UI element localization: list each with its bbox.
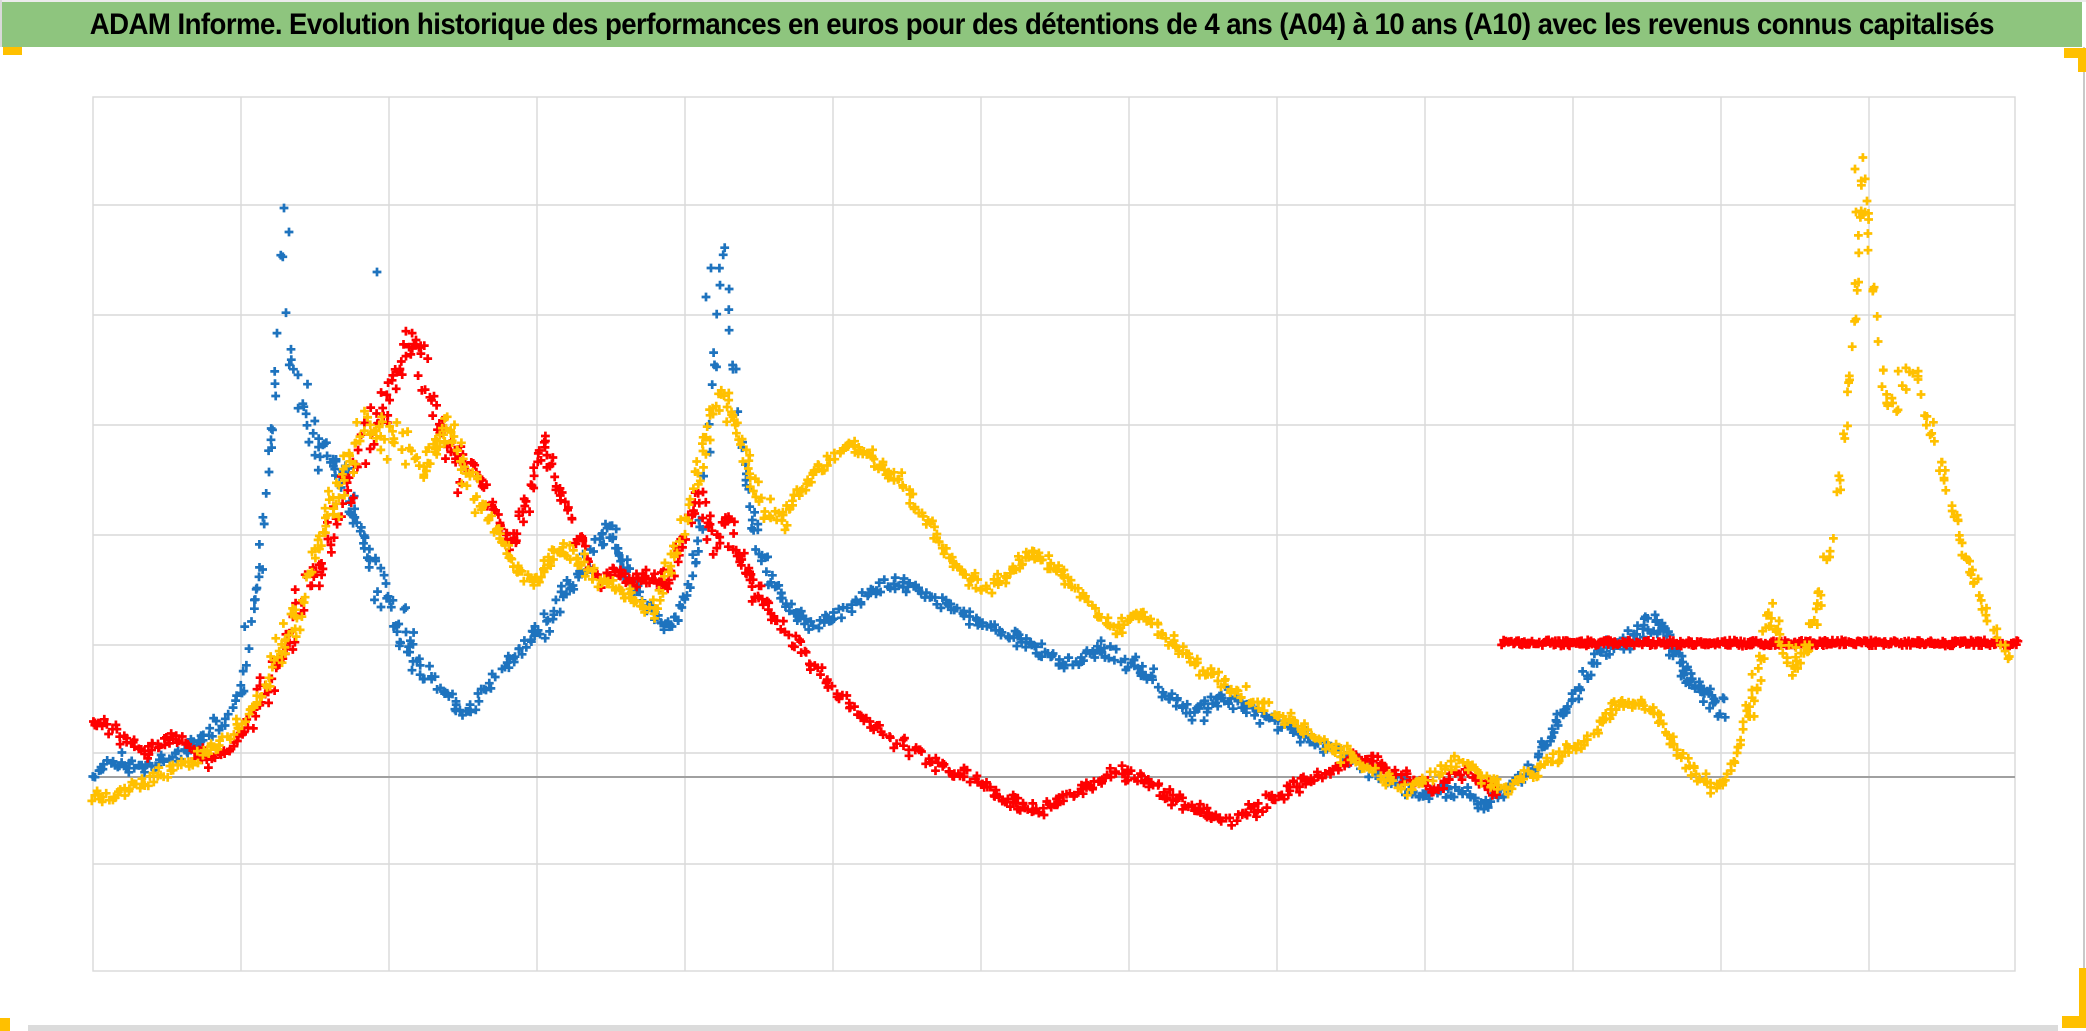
series-blue-markers[interactable] — [88, 203, 1730, 814]
outer-left-border — [0, 0, 2, 47]
performance-scatter-chart[interactable] — [0, 47, 2086, 1031]
outer-top-border — [0, 0, 2086, 2]
chart-title: ADAM Informe. Evolution historique des p… — [89, 7, 1995, 41]
selection-handle-top-right-vertical[interactable] — [2078, 48, 2086, 72]
plot-area-border — [92, 96, 2016, 972]
series-red-markers[interactable] — [89, 326, 2023, 830]
chart-right-border — [2083, 47, 2085, 1026]
bottom-divider-bar — [28, 1025, 2058, 1031]
selection-handle-top-right-horizontal[interactable] — [2064, 48, 2086, 58]
selection-handle-top-left[interactable] — [3, 47, 22, 55]
selection-handle-bottom-left[interactable] — [0, 1018, 10, 1031]
selection-handle-bottom-right-vertical[interactable] — [2079, 968, 2086, 1028]
chart-title-bar: ADAM Informe. Evolution historique des p… — [2, 2, 2082, 47]
selection-handle-bottom-right-horizontal[interactable] — [2062, 1016, 2086, 1028]
series-yellow-markers[interactable] — [87, 153, 2014, 807]
